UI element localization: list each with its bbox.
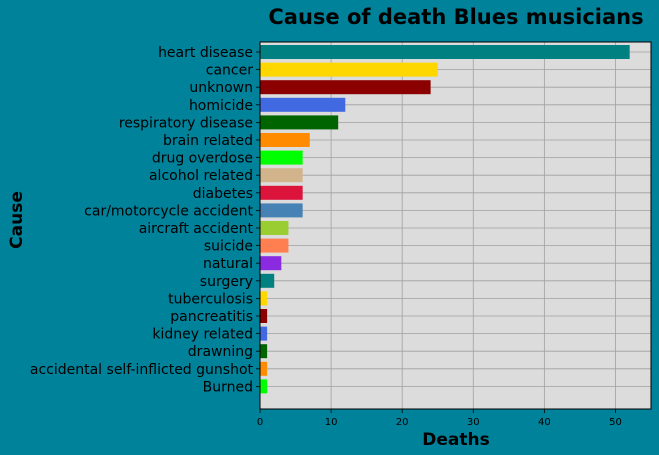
- bar: [260, 309, 268, 323]
- y-axis-label: Cause: [7, 191, 27, 249]
- bar: [260, 168, 303, 183]
- x-tick-labels: 0 10 20 30 40 50: [257, 409, 622, 428]
- bar: [260, 80, 431, 95]
- y-tick-label: kidney related: [152, 327, 253, 343]
- y-tick-label: accidental self-inflicted gunshot: [30, 362, 254, 378]
- x-tick-label: 0: [257, 417, 263, 428]
- x-tick-label: 40: [538, 417, 551, 428]
- bar: [260, 62, 438, 77]
- y-tick-label: drawning: [188, 344, 253, 360]
- y-tick-label: cancer: [206, 63, 253, 79]
- y-tick-label: unknown: [189, 80, 253, 96]
- bars: [260, 45, 630, 394]
- x-tick-label: 20: [396, 417, 409, 428]
- bar: [260, 291, 268, 306]
- bar: [260, 344, 268, 359]
- y-tick-label: surgery: [200, 274, 253, 290]
- bar: [260, 256, 282, 271]
- bar: [260, 379, 268, 394]
- bar: [260, 326, 268, 341]
- bar: [260, 185, 303, 200]
- bar: [260, 115, 339, 130]
- bar: [260, 133, 310, 147]
- x-tick-label: 30: [467, 417, 480, 428]
- bar: [260, 361, 268, 376]
- bar: [260, 45, 630, 59]
- y-tick-label: car/motorcycle accident: [84, 203, 253, 219]
- x-axis-label: Deaths: [422, 430, 489, 450]
- y-tick-label: diabetes: [193, 186, 253, 202]
- y-tick-label: brain related: [163, 133, 253, 149]
- bar: [260, 97, 346, 112]
- chart-title: Cause of death Blues musicians: [268, 5, 643, 29]
- y-tick-label: suicide: [204, 239, 253, 255]
- x-tick-label: 50: [609, 417, 622, 428]
- y-tick-label: aircraft accident: [139, 221, 254, 237]
- y-tick-label: alcohol related: [149, 168, 253, 184]
- y-tick-label: homicide: [189, 98, 253, 114]
- x-tick-label: 10: [325, 417, 338, 428]
- plot-frame: [259, 41, 652, 410]
- bar: [260, 203, 303, 218]
- y-tick-label: natural: [203, 256, 253, 272]
- y-tick-label: pancreatitis: [170, 309, 253, 325]
- bar: [260, 273, 275, 288]
- y-tick-label: drug overdose: [152, 151, 253, 167]
- bar: [260, 221, 289, 235]
- plot-area: [260, 42, 651, 409]
- y-tick-label: respiratory disease: [119, 115, 253, 131]
- bar: [260, 150, 303, 165]
- bar: [260, 238, 289, 253]
- y-tick-label: Burned: [203, 379, 253, 395]
- y-tick-label: tuberculosis: [168, 291, 253, 307]
- y-tick-label: heart disease: [158, 45, 253, 61]
